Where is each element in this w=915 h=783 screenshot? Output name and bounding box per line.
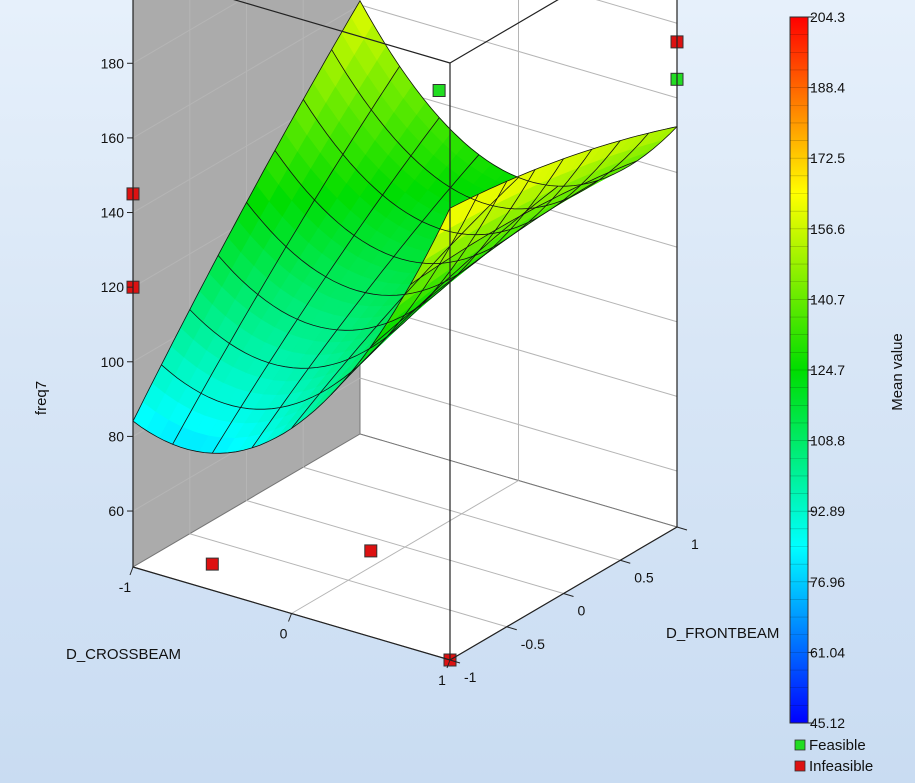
colorbar-tick-label: 61.04 (810, 644, 845, 660)
mesh-line-y (359, 0, 678, 187)
infeasible-point (205, 557, 219, 571)
z-tick-label: 160 (101, 130, 125, 146)
y-tick-label: -1 (464, 669, 477, 685)
mesh-line-y (302, 99, 621, 236)
axes: 6080100120140160180200-101-1-0.500.51 (101, 0, 699, 688)
legend-swatch-infeasible (794, 760, 806, 772)
z-tick-label: 100 (101, 354, 125, 370)
legend: Feasible Infeasible (794, 737, 873, 775)
legend-swatch-feasible (794, 739, 806, 751)
y-tick (449, 659, 461, 664)
colorbar-tick-label: 108.8 (810, 433, 845, 449)
gridline-left-z (132, 0, 242, 64)
surface-mesh (132, 0, 678, 454)
x-tick (446, 659, 451, 669)
x-tick (129, 566, 134, 576)
colorbar-tick-label: 156.6 (810, 221, 845, 237)
z-tick-label: 140 (101, 205, 125, 221)
y-tick-label: 1 (691, 536, 699, 552)
top-front-edge (233, 0, 451, 64)
z-tick-label: 60 (108, 503, 124, 519)
feasible-point (432, 84, 446, 97)
colorbar: 204.3 188.4 172.5 156.6 140.7 124.7 108.8 92.89… (789, 9, 906, 731)
colorbar-tick-label: 124.7 (810, 362, 845, 378)
mesh-line-y (274, 148, 593, 265)
y-tick-label: 0 (578, 603, 586, 619)
z-axis-label: freq7 (33, 381, 50, 415)
legend-label-infeasible: Infeasible (809, 758, 873, 775)
y-tick (676, 526, 688, 531)
y-tick-label: 0.5 (634, 569, 654, 585)
y-tick (620, 559, 631, 564)
y-axis-label: D_FRONTBEAM (666, 625, 779, 642)
gridline-floor-x (291, 480, 519, 614)
z-tick-label: 120 (101, 279, 125, 295)
colorbar-tick-label: 92.89 (810, 503, 845, 519)
colorbar-tick-label: 76.96 (810, 574, 845, 590)
infeasible-point (364, 544, 378, 558)
mesh-line-y (331, 49, 649, 210)
gridline-right-z (595, 0, 678, 24)
y-tick (563, 593, 574, 597)
mesh-line-x (449, 126, 678, 209)
colorbar-tick-label: 45.12 (810, 715, 845, 731)
colorbar-tick-label: 140.7 (810, 291, 845, 307)
x-axis-label: D_CROSSBEAM (66, 646, 181, 663)
colorbar-tick-label: 204.3 (810, 9, 845, 25)
y-tick (506, 626, 517, 631)
x-tick (288, 613, 292, 622)
colorbar-label: Mean value (889, 333, 906, 411)
z-tick-label: 80 (108, 428, 124, 444)
colorbar-tick-label: 172.5 (810, 150, 845, 166)
z-tick-label: 180 (101, 55, 125, 71)
colorbar-tick-label: 188.4 (810, 80, 845, 96)
mesh-line-x (370, 180, 599, 347)
x-tick-label: 0 (280, 626, 288, 642)
colorbar-ticks: 204.3 188.4 172.5 156.6 140.7 124.7 108.8 92.89… (790, 9, 845, 731)
x-tick-label: -1 (119, 579, 132, 595)
mesh-line-x (410, 160, 638, 285)
y-tick-label: -0.5 (521, 636, 545, 652)
top-right-edge (449, 0, 559, 64)
x-tick-label: 1 (438, 672, 446, 688)
legend-label-feasible: Feasible (809, 737, 866, 754)
